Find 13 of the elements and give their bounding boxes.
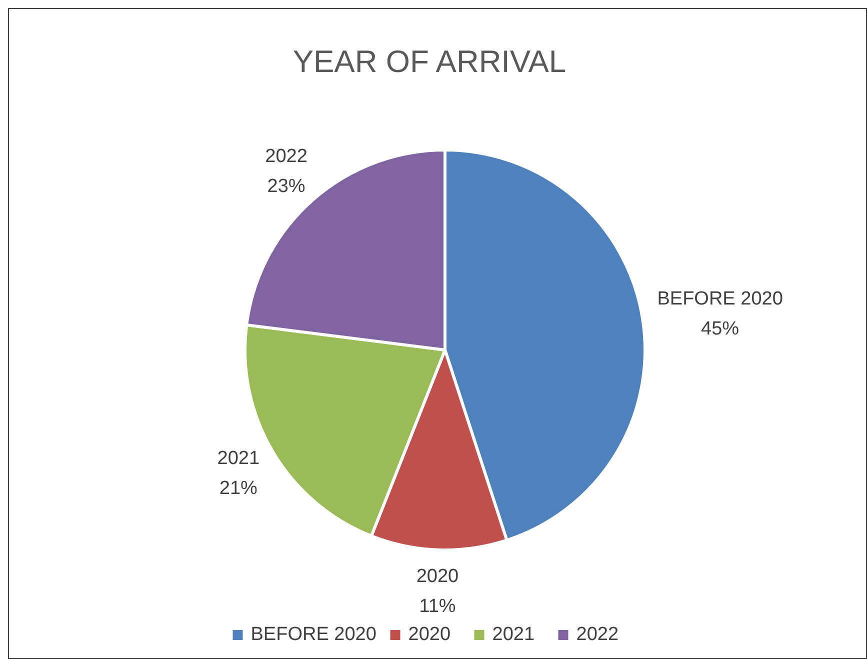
data-label: 23% [267, 176, 306, 197]
data-label: 45% [701, 318, 740, 340]
legend-label: 2020 [408, 624, 451, 645]
slice-label: 2021 [217, 448, 260, 470]
legend-label: 2022 [576, 624, 619, 645]
slice-label: 2020 [416, 566, 459, 587]
slice-label: 2022 [265, 146, 308, 167]
data-label: 21% [219, 478, 258, 500]
chart-title: YEAR OF ARRIVAL [292, 44, 566, 79]
slice-label: BEFORE 2020 [657, 288, 783, 310]
legend-label: BEFORE 2020 [250, 624, 376, 645]
data-label: 11% [419, 596, 456, 617]
legend-label: 2021 [492, 624, 535, 645]
